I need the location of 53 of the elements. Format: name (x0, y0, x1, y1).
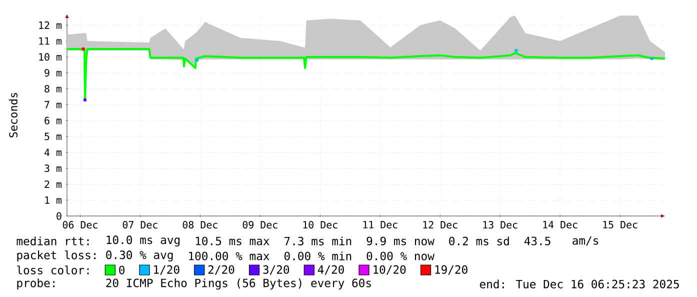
y-tick-label: 0 (56, 212, 62, 220)
legend-label: 0 (119, 266, 124, 274)
legend-label: 19/20 (435, 265, 468, 275)
text: 0.00 % now (366, 252, 434, 260)
text: am/s (572, 236, 598, 246)
point (650, 57, 654, 60)
legend-label: 2/20 (208, 265, 234, 275)
y-tick-label: 12 m (39, 21, 62, 29)
y-tick-label: 4 m (44, 148, 62, 156)
point (196, 58, 199, 62)
x-tick-label: 13 Dec (483, 221, 518, 229)
point (82, 47, 85, 50)
legend-label: 4/20 (318, 265, 344, 275)
text: 7.3 ms min (284, 236, 352, 246)
text: packet loss: (17, 250, 96, 262)
y-tick-label: 2 m (44, 180, 62, 188)
y-tick-label: 7 m (44, 101, 62, 108)
text: probe: (17, 278, 54, 290)
x-tick-label: 08 Dec (182, 221, 218, 229)
text: median rtt: (16, 236, 89, 246)
x-tick-label: 06 Dec (62, 221, 98, 229)
text: 0.2 ms sd (449, 236, 509, 246)
y-tick-label: 11 m (39, 37, 62, 45)
x-tick-label: 15 Dec (603, 221, 638, 228)
text: 0.30 % avg (106, 250, 173, 262)
legend-title: loss color: (17, 266, 89, 274)
y-tick-label: 8 m (44, 84, 62, 93)
x-tick-label: 11 Dec (363, 221, 398, 228)
x-tick-label: 10 Dec (303, 221, 338, 229)
x-tick-label: 09 Dec (242, 221, 278, 229)
point (84, 98, 86, 102)
text: 9.9 ms now (366, 236, 434, 246)
text: 0.00 % min (284, 252, 352, 260)
y-tick-label: 3 m (44, 164, 62, 172)
text: 10.5 ms max (196, 236, 270, 246)
legend-label: 3/20 (263, 265, 290, 275)
x-tick-label: 07 Dec (122, 221, 158, 229)
y-tick-label: 6 m (44, 116, 62, 124)
text: 43.5 (524, 236, 550, 246)
point (514, 49, 518, 52)
legend-label: 1/20 (154, 265, 180, 275)
text: end: Tue Dec 16 06:25:23 2025 (480, 280, 679, 288)
x-tick-label: 14 Dec (543, 221, 578, 228)
text: 100.00 % max (189, 252, 270, 260)
y-tick-label: 5 m (44, 132, 62, 140)
y-tick-label: 9 m (44, 69, 62, 77)
x-tick-label: 12 Dec (423, 221, 458, 229)
y-axis-title: Seconds (9, 92, 18, 138)
y-tick-label: 10 m (39, 53, 62, 61)
text: 20 ICMP Echo Pings (56 Bytes) every 60s (106, 278, 371, 290)
legend-label: 10/20 (374, 265, 406, 275)
y-tick-label: 1 m (45, 196, 62, 204)
text: 10.0 ms avg (106, 236, 180, 246)
